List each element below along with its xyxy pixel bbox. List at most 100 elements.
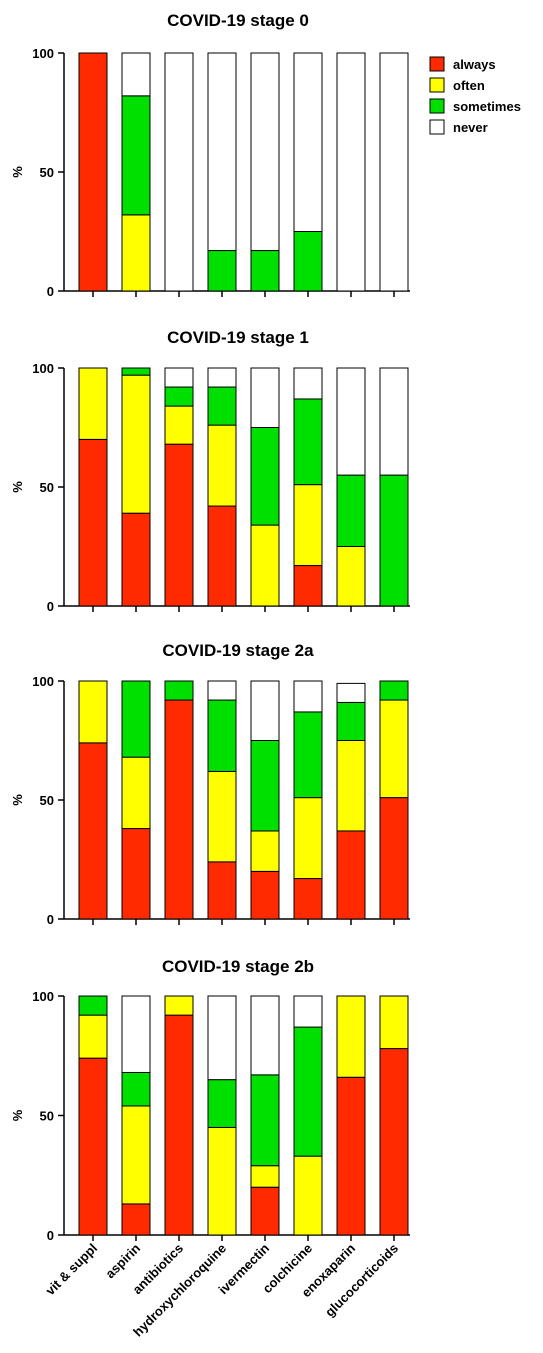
bar-segment-often <box>207 770 237 863</box>
legend-swatch-often <box>429 77 445 93</box>
bar-segment-always <box>121 1203 151 1236</box>
bar-segment-always <box>379 797 409 920</box>
bar-segment-never <box>250 367 280 428</box>
bar-segment-never <box>336 52 366 292</box>
bar-segment-often <box>293 797 323 880</box>
bar-segment-always <box>293 565 323 607</box>
x-category-label: aspirin <box>102 1240 143 1281</box>
y-tick-label: 50 <box>40 480 54 495</box>
bar-segment-sometimes <box>207 250 237 292</box>
legend-label: always <box>453 57 496 72</box>
y-tick-label: 0 <box>47 912 54 927</box>
bar-segment-sometimes <box>250 740 280 832</box>
bar-segment-often <box>379 995 409 1050</box>
bar-segment-never <box>164 52 194 292</box>
bar-segment-never <box>293 52 323 232</box>
bar-segment-often <box>121 1105 151 1205</box>
bar-segment-often <box>336 740 366 832</box>
bar-segment-sometimes <box>293 711 323 799</box>
legend-label: often <box>453 78 485 93</box>
legend-label: never <box>453 120 488 135</box>
bar-segment-sometimes <box>250 427 280 526</box>
y-tick-label: 100 <box>32 46 54 61</box>
bar-segment-never <box>121 995 151 1073</box>
bar-segment-always <box>250 1186 280 1236</box>
bar-segment-never <box>207 680 237 701</box>
bar-segment-never <box>207 52 237 252</box>
legend-label: sometimes <box>453 99 521 114</box>
bar-segment-sometimes <box>164 680 194 701</box>
bar-segment-always <box>78 438 108 607</box>
bar-segment-often <box>207 1126 237 1236</box>
bar-segment-always <box>78 742 108 920</box>
bar-segment-sometimes <box>207 386 237 426</box>
bar-segment-never <box>379 52 409 292</box>
bar-segment-never <box>250 52 280 252</box>
bar-segment-sometimes <box>293 398 323 486</box>
y-tick-label: 0 <box>47 284 54 299</box>
bar-segment-never <box>250 995 280 1076</box>
panel-4: COVID-19 stage 2b% 0 50 100 vit & suppl aspir… <box>10 957 410 1339</box>
legend: always often sometimes never <box>429 56 521 135</box>
bar-segment-often <box>121 214 151 292</box>
y-tick-label: 100 <box>32 361 54 376</box>
y-tick-label: 0 <box>47 599 54 614</box>
bar-segment-sometimes <box>293 231 323 292</box>
bar-segment-sometimes <box>336 474 366 548</box>
bar-segment-sometimes <box>207 1079 237 1128</box>
bar-segment-always <box>164 699 194 920</box>
bar-segment-often <box>164 995 194 1016</box>
bar-segment-never <box>293 367 323 400</box>
bar-segment-never <box>379 367 409 476</box>
bar-segment-always <box>336 830 366 920</box>
bar-segment-often <box>121 374 151 514</box>
bar-segment-always <box>78 52 108 292</box>
bar-segment-often <box>293 1155 323 1236</box>
bar-segment-always <box>207 505 237 607</box>
bar-segment-sometimes <box>121 367 151 376</box>
y-tick-label: 50 <box>40 1109 54 1124</box>
legend-swatch-always <box>429 56 445 72</box>
chart-title: COVID-19 stage 0 <box>167 11 309 30</box>
bar-segment-often <box>336 995 366 1078</box>
bar-segment-sometimes <box>207 699 237 772</box>
y-tick-label: 100 <box>32 989 54 1004</box>
bar-segment-always <box>250 870 280 920</box>
bar-segment-sometimes <box>293 1026 323 1157</box>
bar-segment-often <box>164 405 194 445</box>
bar-segment-sometimes <box>78 995 108 1016</box>
bar-segment-always <box>164 443 194 607</box>
bar-segment-never <box>336 367 366 476</box>
panel-1: COVID-19 stage 0% 0 50 100 always often someti… <box>10 11 521 299</box>
legend-swatch-never <box>429 119 445 135</box>
y-axis-label: % <box>10 481 25 493</box>
x-category-label: glucocorticoids <box>322 1241 401 1320</box>
bar-segment-always <box>78 1057 108 1236</box>
panel-3: COVID-19 stage 2a% 0 50 100 <box>10 641 410 927</box>
bar-segment-never <box>336 682 366 703</box>
bar-segment-always <box>207 861 237 920</box>
bar-segment-never <box>250 680 280 741</box>
bar-segment-sometimes <box>121 1071 151 1107</box>
bar-segment-always <box>164 1014 194 1236</box>
bar-segment-often <box>293 484 323 567</box>
chart-title: COVID-19 stage 2b <box>162 957 314 976</box>
bar-segment-never <box>207 367 237 388</box>
panel-2: COVID-19 stage 1% 0 50 100 <box>10 328 410 614</box>
bar-segment-always <box>379 1048 409 1236</box>
bar-segment-always <box>293 878 323 920</box>
bar-segment-sometimes <box>164 386 194 407</box>
y-tick-label: 0 <box>47 1228 54 1243</box>
x-category-label: vit & suppl <box>43 1241 101 1299</box>
bar-segment-never <box>121 52 151 97</box>
y-tick-label: 50 <box>40 793 54 808</box>
bar-segment-never <box>293 680 323 713</box>
bar-segment-often <box>78 367 108 440</box>
bar-segment-often <box>78 1014 108 1059</box>
bar-segment-sometimes <box>379 474 409 607</box>
bar-segment-sometimes <box>379 680 409 701</box>
bar-segment-never <box>293 995 323 1028</box>
bar-segment-always <box>336 1076 366 1236</box>
bar-segment-never <box>164 367 194 388</box>
